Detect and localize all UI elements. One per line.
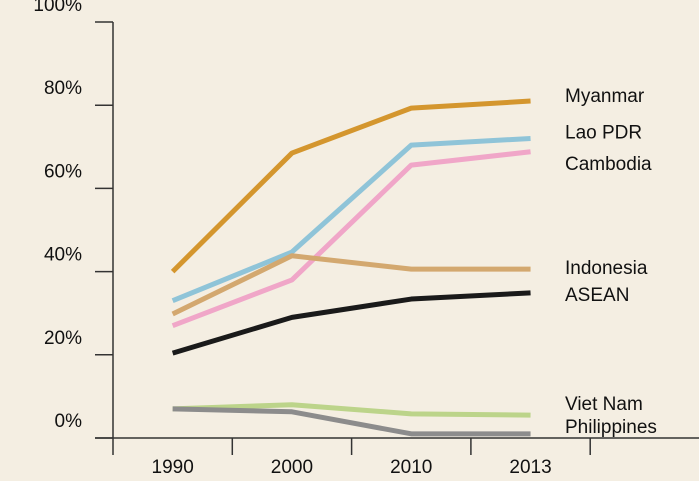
series-line [171,135,531,304]
series-line [171,149,531,329]
series-label: Myanmar [565,86,645,107]
series-label: ASEAN [565,285,629,306]
y-tick-label: 20% [44,328,82,349]
y-tick-label: 100% [33,0,82,16]
y-tick-label: 80% [44,78,82,99]
series-label: Cambodia [565,154,652,175]
series-line [172,406,531,437]
series-label: Viet Nam [565,394,643,415]
y-tick-label: 40% [44,245,82,266]
x-tick-label: 2000 [271,457,313,478]
series-line [171,253,531,317]
series-label: Philippines [565,417,657,438]
x-tick-label: 2010 [390,457,432,478]
series-label: Indonesia [565,258,648,279]
y-tick-label: 60% [44,161,82,182]
series-line [172,402,531,418]
series-label: Lao PDR [565,122,642,143]
series-line [170,98,531,274]
y-tick-label: 0% [55,411,83,432]
series-line [171,290,531,356]
x-tick-label: 1990 [152,457,194,478]
x-tick-label: 2013 [509,457,551,478]
